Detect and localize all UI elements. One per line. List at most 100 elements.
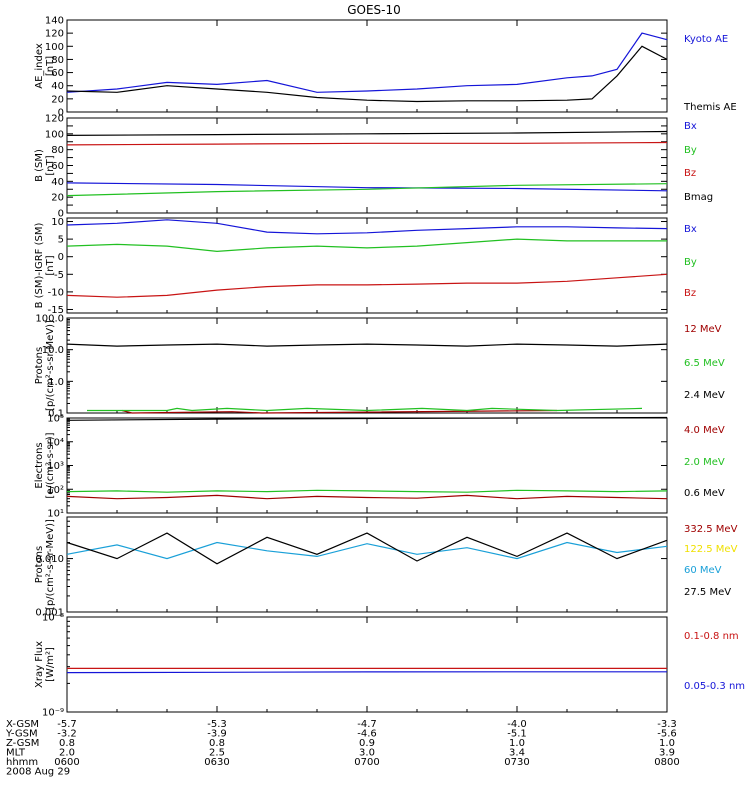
series-line-60-mev	[66, 541, 668, 560]
legend-label: 2.0 MeV	[684, 457, 725, 468]
orbit-value: 1.0	[659, 738, 675, 749]
orbit-value: -5.7	[57, 719, 77, 730]
orbit-value: 3.0	[359, 748, 375, 759]
panel-7: 10⁻⁹ 10⁻⁸ Xray Flux[W/m²] 0.1-0.8 nm 0.05-0.…	[34, 613, 745, 719]
y-tick-label: 0.001	[35, 608, 64, 619]
series-line-4-0-mev	[66, 494, 668, 500]
orbit-value: 0630	[204, 757, 229, 768]
panel-3: -15 -10 -5 0 5 10B (SM)-IGRF (SM)[nT] Bx By Bz	[34, 217, 697, 316]
series-line-by	[66, 238, 667, 253]
orbit-value: -5.3	[207, 719, 227, 730]
orbit-value: 0730	[504, 757, 529, 768]
y-tick-label: 100.0	[35, 314, 64, 325]
plot-title: GOES-10	[347, 3, 401, 17]
y-axis-label: Protons[p/(cm²-s-sr-MeV)]	[34, 519, 56, 610]
panel-frame	[66, 417, 668, 514]
legend-label: Bx	[684, 224, 697, 235]
y-tick-label: 1.0	[48, 377, 64, 388]
y-tick-label: 10⁻⁹	[42, 708, 64, 719]
legend-label: 12 MeV	[684, 324, 722, 335]
y-tick-label: 40	[51, 81, 64, 92]
orbit-row-label: MLT	[6, 748, 26, 759]
orbit-row-label: hhmm	[6, 757, 38, 768]
series-line-0-6-mev	[66, 416, 668, 421]
orbit-value: 2.5	[209, 748, 225, 759]
series-line-27-5-mev	[66, 532, 668, 565]
orbit-value: 3.9	[659, 748, 675, 759]
orbit-value: 0800	[654, 757, 679, 768]
y-tick-label: 0.1	[48, 409, 64, 420]
series-line-bz	[66, 273, 668, 298]
orbit-value: 0.8	[59, 738, 75, 749]
y-tick-label: 80	[51, 55, 64, 66]
series-line-bz	[66, 141, 668, 146]
legend-label: Bz	[684, 288, 696, 299]
y-axis-label: Xray Flux[W/m²]	[34, 641, 56, 688]
y-tick-label: 10⁴	[47, 437, 64, 448]
legend-label: 27.5 MeV	[684, 587, 731, 598]
panel-frame	[66, 616, 668, 713]
y-axis-label: B (SM)-IGRF (SM)[nT]	[34, 223, 56, 309]
legend-label: 60 MeV	[684, 565, 722, 576]
legend-label: Bx	[684, 121, 697, 132]
orbit-value: 0700	[354, 757, 379, 768]
panel-frame	[66, 19, 668, 113]
orbit-value: 0600	[54, 757, 79, 768]
orbit-value: 1.0	[509, 738, 525, 749]
y-tick-label: 10⁵	[47, 414, 64, 425]
y-tick-label: 5	[58, 235, 64, 246]
legend-label: 0.6 MeV	[684, 488, 725, 499]
orbit-value: -5.1	[507, 729, 527, 740]
series-line-kyoto-ae	[66, 32, 668, 93]
series-line-bx	[66, 219, 668, 235]
y-tick-label: 40	[51, 177, 64, 188]
y-tick-label: 140	[45, 16, 64, 27]
series-line-0-05-0-3-nm	[66, 671, 667, 674]
y-tick-label: 10⁻⁸	[42, 613, 64, 624]
y-tick-label: 0	[58, 108, 64, 119]
orbit-value: -4.7	[357, 719, 377, 730]
series-line-themis-ae	[66, 45, 668, 103]
orbit-value: 0.8	[209, 738, 225, 749]
y-tick-label: 60	[51, 68, 64, 79]
y-axis-label: Protons[p/(cm²-s-sr-MeV)]	[34, 320, 56, 411]
panel-frame	[66, 516, 668, 613]
legend-label: Bmag	[684, 192, 713, 203]
series-line-bmag	[66, 130, 668, 136]
orbit-value: -3.9	[207, 729, 227, 740]
y-tick-label: 0	[58, 252, 64, 263]
y-tick-label: -5	[54, 270, 64, 281]
y-tick-label: 10¹	[47, 509, 64, 520]
y-tick-label: 80	[51, 145, 64, 156]
y-tick-label: 0	[58, 209, 64, 220]
orbit-row-label: Y-GSM	[5, 729, 38, 740]
legend-label: Bz	[684, 168, 696, 179]
y-tick-label: 10	[51, 217, 64, 228]
legend-label: 6.5 MeV	[684, 358, 725, 369]
series-line-by	[66, 183, 668, 197]
y-axis-label: AE_index[nT]	[34, 43, 56, 89]
series-line-12-mev	[121, 409, 558, 414]
legend-label: 0.05-0.3 nm	[684, 681, 745, 692]
orbit-value: 3.4	[509, 748, 525, 759]
y-tick-label: 10²	[47, 485, 64, 496]
legend-label: 0.1-0.8 nm	[684, 631, 739, 642]
y-tick-label: 10³	[47, 461, 64, 472]
y-tick-label: 100	[45, 42, 64, 53]
y-tick-label: 10.0	[42, 345, 64, 356]
y-axis-label: Electrons[e/(cm²-s-sr)]	[34, 432, 56, 498]
panel-2: 0 20 40 60 80 100 120 B (SM)[nT] Bx By Bz Bmag	[34, 114, 713, 220]
y-tick-label: 60	[51, 161, 64, 172]
series-line-bx	[66, 182, 668, 192]
orbit-row-label: Z-GSM	[6, 738, 39, 749]
orbit-value: -3.2	[57, 729, 77, 740]
y-tick-label: 20	[51, 193, 64, 204]
orbit-value: -3.3	[657, 719, 677, 730]
panel-1: 0 20 40 60 80 100 120 140 AE_index[nT] Kyoto AE Th…	[34, 16, 737, 119]
legend-label: 2.4 MeV	[684, 390, 725, 401]
y-axis-label: B (SM)[nT]	[34, 149, 56, 182]
series-line-2-4-mev	[66, 343, 668, 347]
